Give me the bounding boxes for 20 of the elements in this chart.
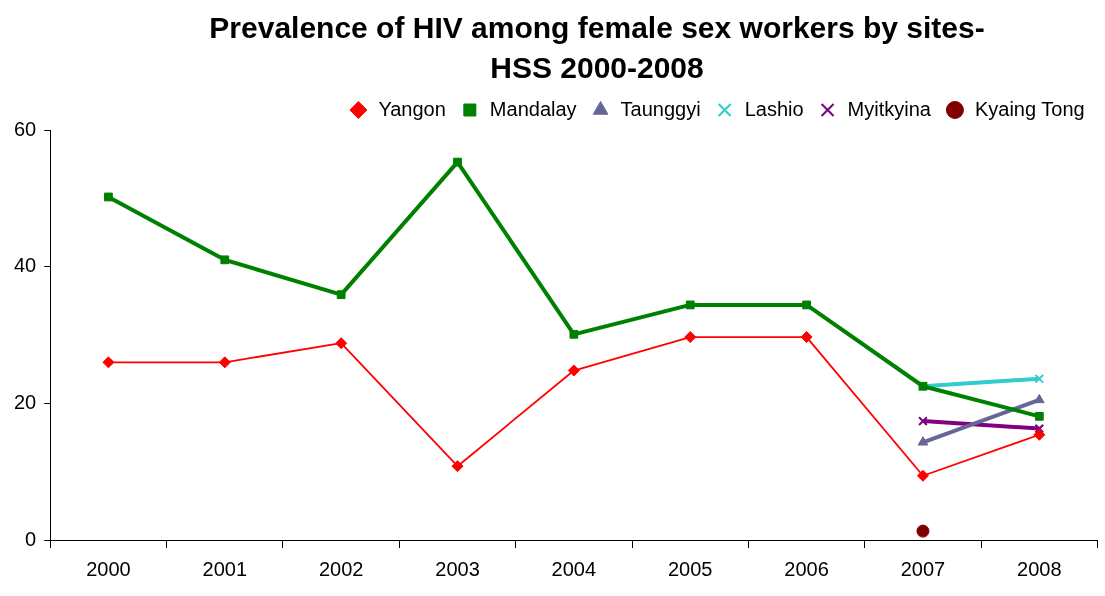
y-tick-label: 20 — [14, 390, 37, 413]
legend-label: Kyaing Tong — [974, 97, 1085, 120]
chart-title: Prevalence of HIV among female sex workers by sites- HSS 2000-2008 — [208, 10, 986, 86]
legend-label: Mandalay — [489, 97, 577, 120]
x-tick-label: 2000 — [86, 557, 131, 580]
x-tick-label: 2005 — [667, 557, 713, 580]
x-tick-label: 2006 — [784, 557, 829, 580]
legend-label: Taunggyi — [620, 97, 701, 120]
x-tick-label: 2008 — [1017, 557, 1062, 580]
x-tick-label: 2007 — [900, 557, 946, 580]
x-tick-label: 2002 — [318, 557, 364, 580]
x-tick-label: 2001 — [202, 557, 248, 580]
legend-label: Yangon — [378, 97, 446, 120]
x-tick-label: 2003 — [435, 557, 480, 580]
y-tick-label: 0 — [25, 527, 37, 550]
y-tick-label: 60 — [14, 117, 37, 140]
x-tick-label: 2004 — [551, 557, 597, 580]
legend-label: Myitkyina — [847, 97, 932, 120]
y-tick-label: 40 — [14, 254, 37, 277]
legend-label: Lashio — [744, 97, 804, 120]
